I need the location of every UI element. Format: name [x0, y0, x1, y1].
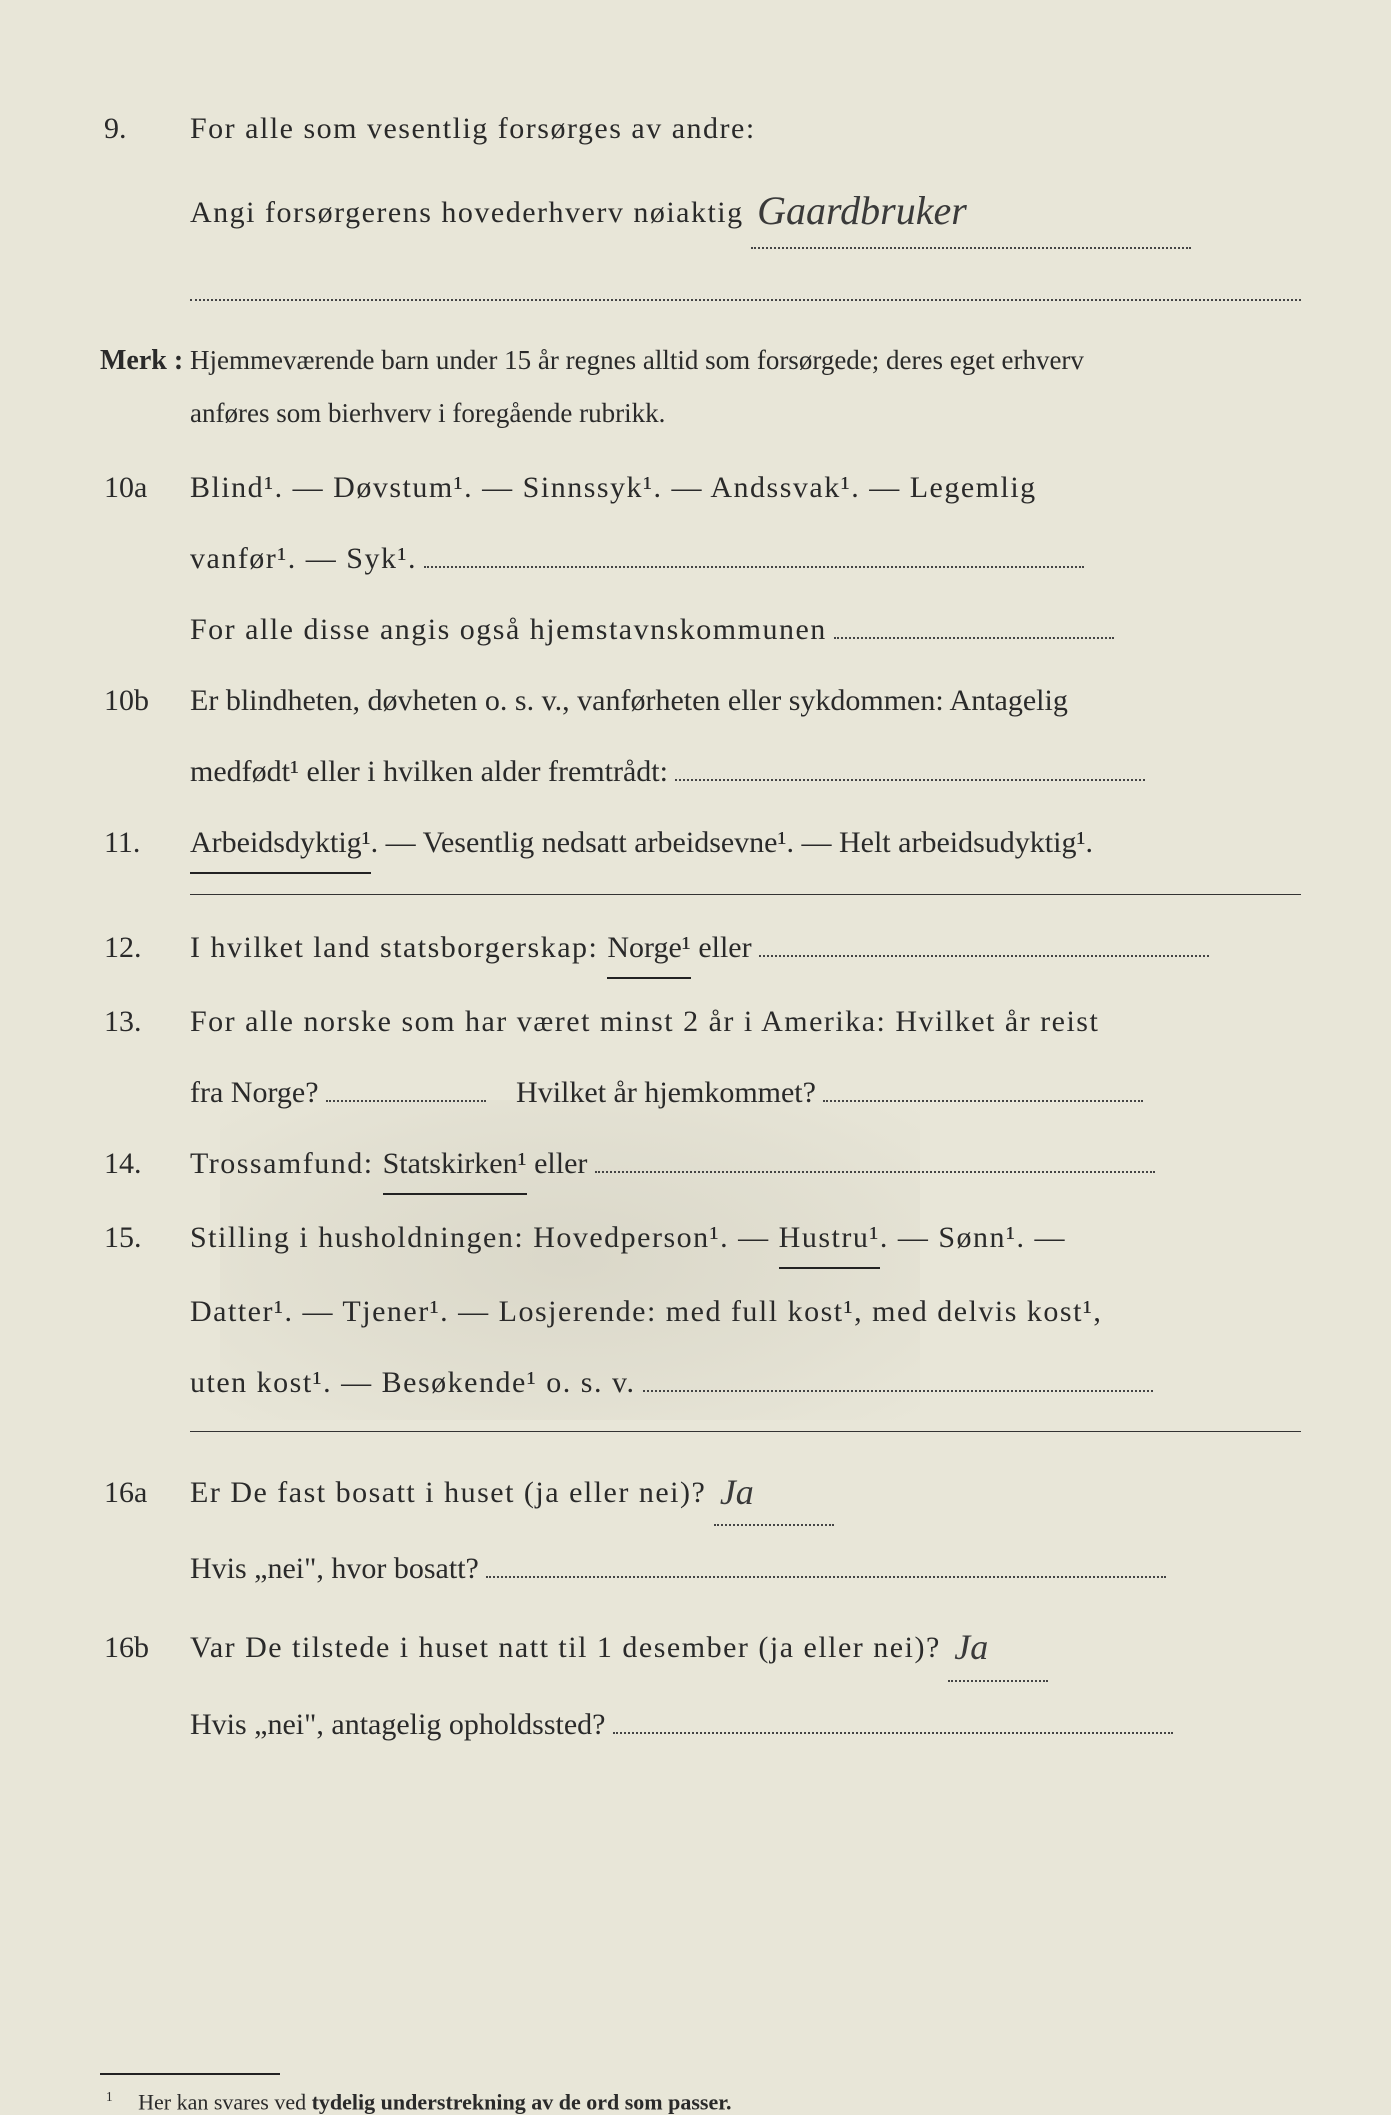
- q15-line1b: . — Sønn¹. —: [880, 1221, 1066, 1254]
- question-16a: 16a Er De fast bosatt i huset (ja eller …: [100, 1456, 1301, 1526]
- q11-number: 11.: [100, 814, 190, 871]
- question-10b-line2: medfødt¹ eller i hvilken alder fremtrådt…: [100, 743, 1301, 800]
- q16b-q: Var De tilstede i huset natt til 1 desem…: [190, 1631, 941, 1664]
- q13-number: 13.: [100, 993, 190, 1050]
- question-10a: 10a Blind¹. — Døvstum¹. — Sinnssyk¹. — A…: [100, 459, 1301, 516]
- question-15: 15. Stilling i husholdningen: Hovedperso…: [100, 1209, 1301, 1269]
- question-9: 9. For alle som vesentlig forsørges av a…: [100, 100, 1301, 157]
- q16b-answer-field[interactable]: Ja: [948, 1611, 1048, 1681]
- divider-1: [190, 894, 1301, 895]
- q10a-options: Blind¹. — Døvstum¹. — Sinnssyk¹. — Andss…: [190, 459, 1301, 516]
- q12-pre: I hvilket land statsborgerskap:: [190, 931, 607, 964]
- question-13-line2: fra Norge? Hvilket år hjemkommet?: [100, 1064, 1301, 1121]
- q13-year-return-field[interactable]: [823, 1100, 1143, 1102]
- q12-field[interactable]: [759, 955, 1209, 957]
- q9-number: 9.: [100, 100, 190, 157]
- q15-line2: Datter¹. — Tjener¹. — Losjerende: med fu…: [190, 1283, 1301, 1340]
- q15-selected: Hustru¹: [779, 1209, 880, 1269]
- question-10b: 10b Er blindheten, døvheten o. s. v., va…: [100, 672, 1301, 729]
- q16a-sub: Hvis „nei", hvor bosatt?: [190, 1552, 479, 1585]
- q10b-field[interactable]: [675, 779, 1145, 781]
- q16a-q: Er De fast bosatt i huset (ja eller nei)…: [190, 1476, 706, 1509]
- q15-line1a: Stilling i husholdningen: Hovedperson¹. …: [190, 1221, 779, 1254]
- q9-prompt: Angi forsørgerens hovederhverv nøiaktig: [190, 196, 744, 229]
- q15-field[interactable]: [643, 1390, 1153, 1392]
- q11-rest: . — Vesentlig nedsatt arbeidsevne¹. — He…: [371, 826, 1093, 859]
- q10b-line1: Er blindheten, døvheten o. s. v., vanfør…: [190, 672, 1301, 729]
- q13-year-left-field[interactable]: [326, 1100, 486, 1102]
- q10b-number: 10b: [100, 672, 190, 729]
- q11-selected: Arbeidsdyktig¹: [190, 814, 371, 874]
- q9-answer: Gaardbruker: [751, 173, 973, 249]
- q16a-sub-field[interactable]: [486, 1576, 1166, 1578]
- q16b-answer: Ja: [948, 1613, 994, 1681]
- q13-line2a: fra Norge?: [190, 1076, 319, 1109]
- note-text-1: Hjemmeværende barn under 15 år regnes al…: [190, 338, 1301, 384]
- question-10a-line3: For alle disse angis også hjemstavnskomm…: [100, 601, 1301, 658]
- q16a-answer-field[interactable]: Ja: [714, 1456, 834, 1526]
- q14-number: 14.: [100, 1135, 190, 1192]
- q13-line2b: Hvilket år hjemkommet?: [516, 1076, 816, 1109]
- q13-line1: For alle norske som har været minst 2 år…: [190, 993, 1301, 1050]
- question-10a-line2: vanfør¹. — Syk¹.: [100, 530, 1301, 587]
- q9-answer-field[interactable]: Gaardbruker: [751, 171, 1191, 249]
- note-label: Merk :: [100, 334, 190, 387]
- footnote-rule: [100, 2073, 280, 2075]
- q12-post: eller: [698, 931, 751, 964]
- q16b-sub: Hvis „nei", antagelig opholdssted?: [190, 1708, 606, 1741]
- q14-pre: Trossamfund:: [190, 1147, 383, 1180]
- q10a-field[interactable]: [424, 566, 1084, 568]
- q16a-number: 16a: [100, 1464, 190, 1521]
- question-15-line2: Datter¹. — Tjener¹. — Losjerende: med fu…: [100, 1283, 1301, 1340]
- footnote: 1 Her kan svares ved tydelig understrekn…: [100, 2089, 1301, 2115]
- q15-number: 15.: [100, 1209, 190, 1266]
- question-16a-sub: Hvis „nei", hvor bosatt?: [100, 1540, 1301, 1597]
- q10a-options2: vanfør¹. — Syk¹.: [190, 542, 417, 575]
- divider-2: [190, 1431, 1301, 1432]
- question-9-line2: Angi forsørgerens hovederhverv nøiaktig …: [100, 171, 1301, 249]
- q15-line3: uten kost¹. — Besøkende¹ o. s. v.: [190, 1366, 636, 1399]
- q10a-kommune-field[interactable]: [834, 637, 1114, 639]
- question-15-line3: uten kost¹. — Besøkende¹ o. s. v.: [100, 1354, 1301, 1411]
- q12-selected: Norge¹: [607, 919, 690, 979]
- q9-blank-field[interactable]: [190, 299, 1301, 301]
- q14-selected: Statskirken¹: [383, 1135, 527, 1195]
- question-12: 12. I hvilket land statsborgerskap: Norg…: [100, 919, 1301, 979]
- q9-line1: For alle som vesentlig forsørges av andr…: [190, 100, 1301, 157]
- question-11: 11. Arbeidsdyktig¹. — Vesentlig nedsatt …: [100, 814, 1301, 874]
- question-16b-sub: Hvis „nei", antagelig opholdssted?: [100, 1696, 1301, 1753]
- census-form-page: 9. For alle som vesentlig forsørges av a…: [100, 100, 1301, 1988]
- footnote-text-bold: tydelig understrekning av de ord som pas…: [312, 2089, 732, 2114]
- q10b-line2-text: medfødt¹ eller i hvilken alder fremtrådt…: [190, 755, 668, 788]
- q16b-sub-field[interactable]: [613, 1732, 1173, 1734]
- note-row-2: anføres som bierhverv i foregående rubri…: [100, 391, 1301, 437]
- question-14: 14. Trossamfund: Statskirken¹ eller: [100, 1135, 1301, 1195]
- question-16b: 16b Var De tilstede i huset natt til 1 d…: [100, 1611, 1301, 1681]
- question-13: 13. For alle norske som har været minst …: [100, 993, 1301, 1050]
- footnote-text-a: Her kan svares ved: [138, 2089, 312, 2114]
- q10a-line3-text: For alle disse angis også hjemstavnskomm…: [190, 613, 827, 646]
- note-text-2: anføres som bierhverv i foregående rubri…: [190, 391, 1301, 437]
- q12-number: 12.: [100, 919, 190, 976]
- footnote-marker: 1: [106, 2089, 113, 2104]
- q14-field[interactable]: [595, 1171, 1155, 1173]
- q10a-number: 10a: [100, 459, 190, 516]
- note-row: Merk : Hjemmeværende barn under 15 år re…: [100, 334, 1301, 387]
- q16b-number: 16b: [100, 1619, 190, 1676]
- q14-post: eller: [534, 1147, 587, 1180]
- q16a-answer: Ja: [714, 1458, 760, 1526]
- q9-blank-line: [100, 263, 1301, 320]
